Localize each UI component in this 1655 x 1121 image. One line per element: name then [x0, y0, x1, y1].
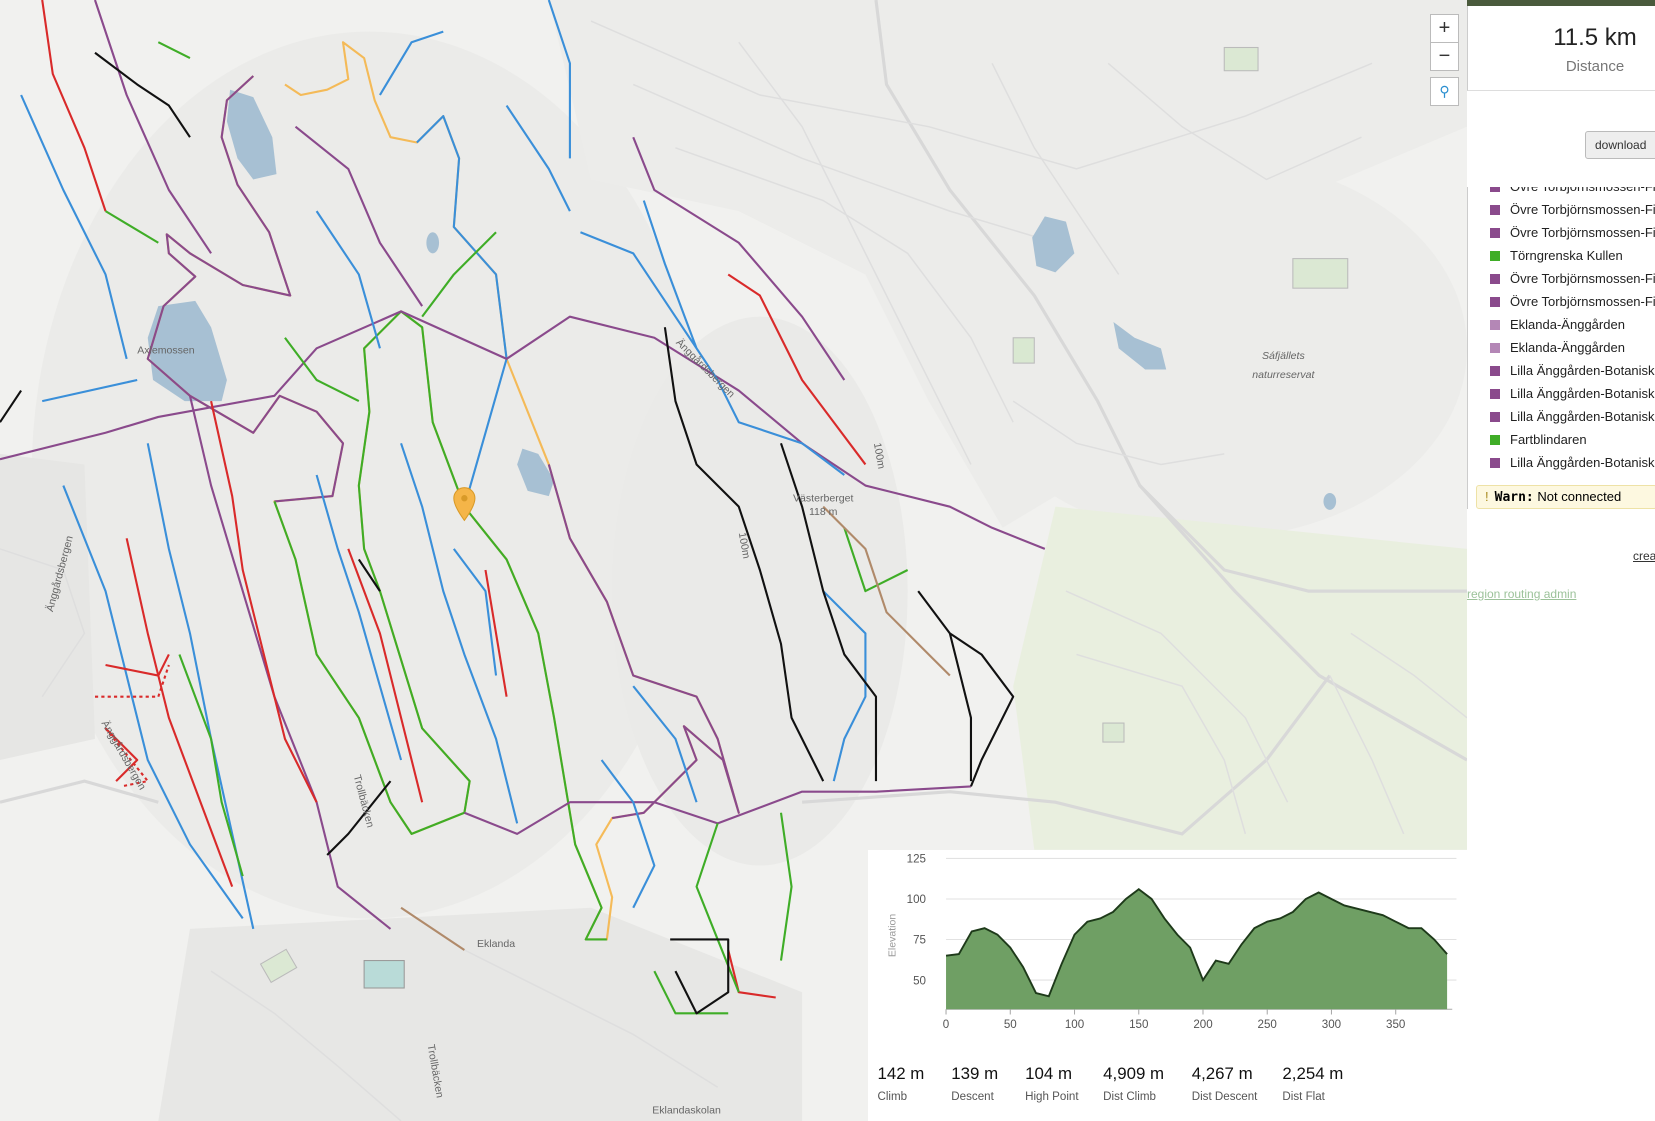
- segment-swatch: [1490, 435, 1500, 445]
- segment-swatch: [1490, 458, 1500, 468]
- segment-list: Övre Torbjörnsmossen-Fi Övre Torbjörnsmos…: [1467, 187, 1655, 509]
- x-tick-label: 250: [1258, 1019, 1277, 1031]
- segment-swatch: [1490, 389, 1500, 399]
- summary-label: High Point: [1025, 1091, 1079, 1103]
- segment-name: Lilla Änggården-Botaniska: [1510, 409, 1655, 424]
- warning-box: ! Warn: Not connected: [1476, 485, 1655, 509]
- segment-item: Törngrenska Kullen: [1488, 244, 1655, 267]
- segment-item: Lilla Änggården-Botaniska: [1488, 359, 1655, 382]
- route-marker[interactable]: [453, 487, 476, 522]
- segment-name: Övre Torbjörnsmossen-Fi: [1510, 225, 1655, 240]
- segment-swatch: [1490, 297, 1500, 307]
- zoom-in-button[interactable]: +: [1430, 14, 1459, 43]
- summary-label: Dist Flat: [1282, 1091, 1325, 1103]
- place-label: Eklanda: [477, 938, 515, 950]
- segment-item: Övre Torbjörnsmossen-Fi: [1488, 198, 1655, 221]
- warning-title: Warn:: [1494, 490, 1534, 505]
- segment-swatch: [1490, 320, 1500, 330]
- y-tick-label: 50: [913, 975, 926, 987]
- x-tick-label: 300: [1322, 1019, 1341, 1031]
- x-tick-label: 100: [1065, 1019, 1084, 1031]
- peak-label: Västerberget: [793, 492, 853, 504]
- zoom-out-button[interactable]: −: [1430, 42, 1459, 71]
- warning-text: Not connected: [1537, 489, 1622, 504]
- segment-name: Eklanda-Änggården: [1510, 317, 1625, 332]
- hillshade: [31, 31, 1467, 919]
- summary-value: 4,909 m: [1103, 1064, 1164, 1083]
- peak-elevation: 118 m: [809, 506, 838, 518]
- segment-name: Övre Torbjörnsmossen-Fi: [1510, 202, 1655, 217]
- download-button[interactable]: download: [1585, 131, 1655, 159]
- summary-value: 2,254 m: [1282, 1064, 1343, 1083]
- segment-name: Övre Torbjörnsmossen-Fi: [1510, 187, 1655, 198]
- segment-swatch: [1490, 343, 1500, 353]
- segment-item: Övre Torbjörnsmossen-Fi: [1488, 267, 1655, 290]
- distance-value: 11.5 km: [1553, 24, 1637, 51]
- segment-name: Övre Torbjörnsmossen-Fi: [1510, 271, 1655, 286]
- summary-label: Dist Climb: [1103, 1091, 1156, 1103]
- distance-label: Distance: [1565, 58, 1625, 75]
- segment-swatch: [1490, 366, 1500, 376]
- segment-name: Övre Torbjörnsmossen-Fi: [1510, 294, 1655, 309]
- segment-swatch: [1490, 412, 1500, 422]
- elevation-chart: Elevation 50 75 100 125 0 50 100 150 200 250 300 35…: [868, 850, 1467, 1121]
- y-tick-label: 125: [907, 854, 926, 866]
- place-label: Eklandaskolan: [652, 1105, 721, 1117]
- park-label: naturreservat: [1252, 369, 1315, 381]
- create-link[interactable]: crea: [1633, 549, 1655, 563]
- map[interactable]: Sáfjällets naturreservat Eklanda Västerb…: [0, 0, 1467, 1121]
- x-tick-label: 0: [943, 1019, 949, 1031]
- summary-label: Dist Descent: [1192, 1091, 1258, 1103]
- segment-swatch: [1490, 187, 1500, 192]
- locate-button[interactable]: ⚲: [1430, 77, 1459, 106]
- segment-swatch: [1490, 251, 1500, 261]
- summary-label: Climb: [877, 1091, 907, 1103]
- summary-value: 142 m: [877, 1064, 924, 1083]
- segment-item: Lilla Änggården-Botaniska: [1488, 405, 1655, 428]
- elevation-area: [946, 889, 1448, 1010]
- contour-label: 100m: [736, 531, 752, 559]
- segment-name: Lilla Änggården-Botaniska: [1510, 386, 1655, 401]
- segment-swatch: [1490, 205, 1500, 215]
- y-tick-label: 75: [913, 935, 926, 947]
- segment-item: Fartblindaren: [1488, 428, 1655, 451]
- segment-swatch: [1490, 228, 1500, 238]
- segment-name: Fartblindaren: [1510, 432, 1587, 447]
- segment-name: Eklanda-Änggården: [1510, 340, 1625, 355]
- x-tick-label: 200: [1193, 1019, 1212, 1031]
- segment-item: Eklanda-Änggården: [1488, 313, 1655, 336]
- lake-label: Axlemossen: [137, 345, 195, 357]
- admin-link[interactable]: region routing admin: [1467, 587, 1577, 601]
- segment-item: Övre Torbjörnsmossen-Fi: [1488, 187, 1655, 198]
- park-label: Sáfjällets: [1262, 350, 1306, 362]
- y-tick-label: 100: [907, 894, 926, 906]
- x-tick-label: 150: [1129, 1019, 1148, 1031]
- x-tick-label: 50: [1004, 1019, 1017, 1031]
- x-tick-label: 350: [1386, 1019, 1405, 1031]
- distance-box: 11.5 km Distance: [1467, 6, 1655, 91]
- segment-item: Övre Torbjörnsmossen-Fi: [1488, 221, 1655, 244]
- segment-swatch: [1490, 274, 1500, 284]
- trails: [0, 0, 1046, 1015]
- elevation-line: [945, 888, 1448, 998]
- urban-area: [0, 0, 1467, 1121]
- summary-value: 104 m: [1025, 1064, 1072, 1083]
- segment-item: Lilla Änggården-Botaniska: [1488, 382, 1655, 405]
- summary-value: 139 m: [951, 1064, 998, 1083]
- segment-item: Lilla Änggården-Botaniska: [1488, 451, 1655, 474]
- segment-item: Övre Torbjörnsmossen-Fi: [1488, 290, 1655, 313]
- segment-name: Lilla Änggården-Botaniska: [1510, 363, 1655, 378]
- segment-name: Törngrenska Kullen: [1510, 248, 1623, 263]
- summary-label: Descent: [951, 1091, 994, 1103]
- side-panel: 11.5 km Distance download Övre Torbjörns…: [1467, 0, 1655, 1121]
- summary-value: 4,267 m: [1192, 1064, 1253, 1083]
- y-axis-label: Elevation: [886, 914, 898, 957]
- contour-label: 100m: [871, 442, 887, 470]
- panel-top-bar: [1467, 0, 1655, 6]
- segment-name: Lilla Änggården-Botaniska: [1510, 455, 1655, 470]
- segment-item: Eklanda-Änggården: [1488, 336, 1655, 359]
